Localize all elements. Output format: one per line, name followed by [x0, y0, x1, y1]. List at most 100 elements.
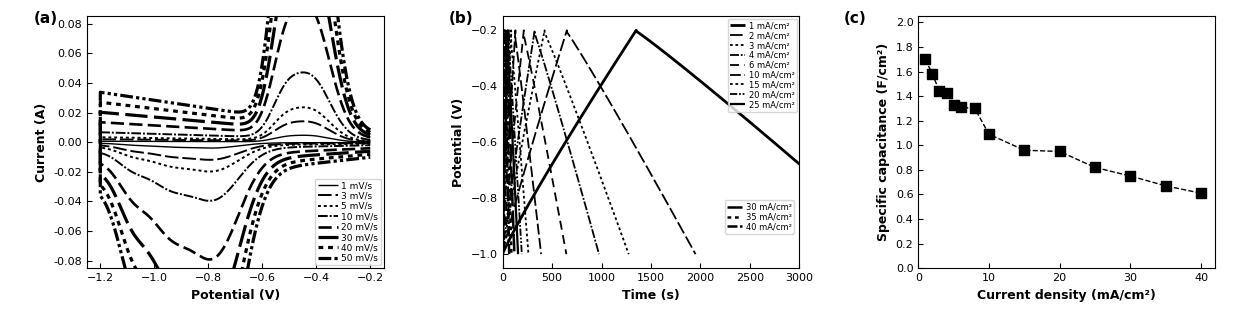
3 mA/cm²: [580, 142, 595, 146]
2 mA/cm²: [495, 252, 510, 256]
5 mV/s: [180, 137, 195, 141]
1 mA/cm²: [897, 252, 911, 256]
10 mV/s: [180, 133, 195, 137]
10 mA/cm²: [515, 93, 529, 96]
30 mV/s: [272, 0, 286, 3]
4 mA/cm²: [495, 252, 510, 256]
20 mV/s: [290, 2, 305, 6]
40 mA/cm²: [498, 99, 513, 103]
Line: 1 mA/cm²: 1 mA/cm²: [502, 30, 904, 254]
Y-axis label: Potential (V): Potential (V): [453, 98, 465, 187]
40 mA/cm²: [502, 252, 517, 256]
10 mA/cm²: [533, 252, 548, 256]
Line: 4 mA/cm²: 4 mA/cm²: [502, 30, 599, 254]
5 mV/s: [363, 139, 378, 143]
40 mA/cm²: [498, 86, 513, 90]
6 mA/cm²: [547, 189, 562, 193]
5 mV/s: [290, 106, 305, 110]
25 mA/cm²: [496, 220, 511, 224]
20 mV/s: [363, 146, 378, 150]
6 mA/cm²: [523, 66, 538, 70]
6 mA/cm²: [559, 252, 574, 256]
50 mV/s: [118, 267, 133, 271]
10 mV/s: [272, 93, 286, 97]
3 mA/cm²: [598, 189, 613, 193]
1 mA/cm²: [511, 220, 526, 224]
Point: [923, 72, 942, 77]
20 mV/s: [118, 191, 133, 195]
40 mA/cm²: [495, 220, 510, 224]
Y-axis label: Specific capacitance (F/cm²): Specific capacitance (F/cm²): [877, 43, 890, 241]
Line: 10 mA/cm²: 10 mA/cm²: [502, 30, 541, 254]
30 mA/cm²: [498, 28, 513, 32]
10 mA/cm²: [508, 28, 523, 32]
Point: [930, 89, 950, 94]
10 mA/cm²: [512, 69, 527, 73]
20 mA/cm²: [501, 28, 516, 32]
35 mA/cm²: [498, 76, 513, 80]
2 mA/cm²: [626, 142, 641, 146]
4 mA/cm²: [560, 143, 575, 146]
3 mV/s: [290, 120, 305, 124]
1 mA/cm²: [672, 62, 687, 66]
20 mV/s: [202, 257, 217, 261]
Line: 20 mA/cm²: 20 mA/cm²: [502, 30, 522, 254]
15 mA/cm²: [496, 220, 511, 224]
5 mV/s: [202, 170, 217, 174]
15 mA/cm²: [506, 72, 521, 76]
1 mA/cm²: [702, 87, 717, 91]
3 mV/s: [363, 140, 378, 144]
X-axis label: Current density (mA/cm²): Current density (mA/cm²): [977, 288, 1156, 301]
30 mA/cm²: [495, 252, 510, 256]
15 mA/cm²: [516, 192, 531, 196]
20 mA/cm²: [495, 252, 510, 256]
30 mV/s: [202, 316, 217, 320]
35 mA/cm²: [502, 193, 517, 197]
4 mA/cm²: [538, 64, 553, 68]
5 mV/s: [272, 117, 286, 121]
2 mA/cm²: [595, 88, 610, 92]
Line: 10 mV/s: 10 mV/s: [100, 72, 371, 201]
Line: 40 mV/s: 40 mV/s: [100, 0, 371, 327]
20 mA/cm²: [503, 76, 518, 80]
1 mA/cm²: [629, 28, 644, 32]
6 mA/cm²: [538, 143, 553, 147]
Line: 6 mA/cm²: 6 mA/cm²: [502, 30, 567, 254]
3 mV/s: [128, 138, 143, 142]
25 mA/cm²: [503, 99, 518, 103]
40 mV/s: [363, 130, 378, 134]
25 mA/cm²: [495, 252, 510, 256]
35 mA/cm²: [501, 149, 516, 153]
Point: [1014, 147, 1034, 153]
20 mV/s: [363, 135, 378, 139]
3 mV/s: [272, 126, 286, 130]
3 mA/cm²: [500, 220, 515, 224]
Point: [936, 90, 956, 95]
10 mA/cm²: [521, 145, 536, 149]
30 mA/cm²: [500, 76, 515, 80]
1 mV/s: [363, 141, 378, 145]
Line: 1 mV/s: 1 mV/s: [100, 135, 371, 148]
10 mA/cm²: [497, 220, 512, 224]
40 mA/cm²: [498, 76, 513, 80]
10 mV/s: [290, 71, 305, 75]
3 mV/s: [180, 138, 195, 142]
15 mA/cm²: [503, 28, 518, 32]
1 mA/cm²: [495, 252, 510, 256]
5 mV/s: [118, 153, 133, 157]
35 mA/cm²: [500, 86, 515, 90]
Point: [965, 106, 985, 111]
10 mV/s: [107, 157, 122, 161]
35 mA/cm²: [495, 252, 510, 256]
2 mA/cm²: [580, 63, 595, 67]
20 mA/cm²: [508, 149, 523, 153]
2 mA/cm²: [652, 188, 667, 192]
3 mV/s: [118, 148, 133, 152]
3 mV/s: [202, 158, 217, 162]
40 mA/cm²: [495, 252, 510, 256]
15 mA/cm²: [507, 83, 522, 87]
4 mA/cm²: [591, 252, 606, 256]
5 mV/s: [363, 142, 378, 146]
Line: 40 mA/cm²: 40 mA/cm²: [502, 30, 510, 254]
3 mA/cm²: [556, 75, 570, 79]
